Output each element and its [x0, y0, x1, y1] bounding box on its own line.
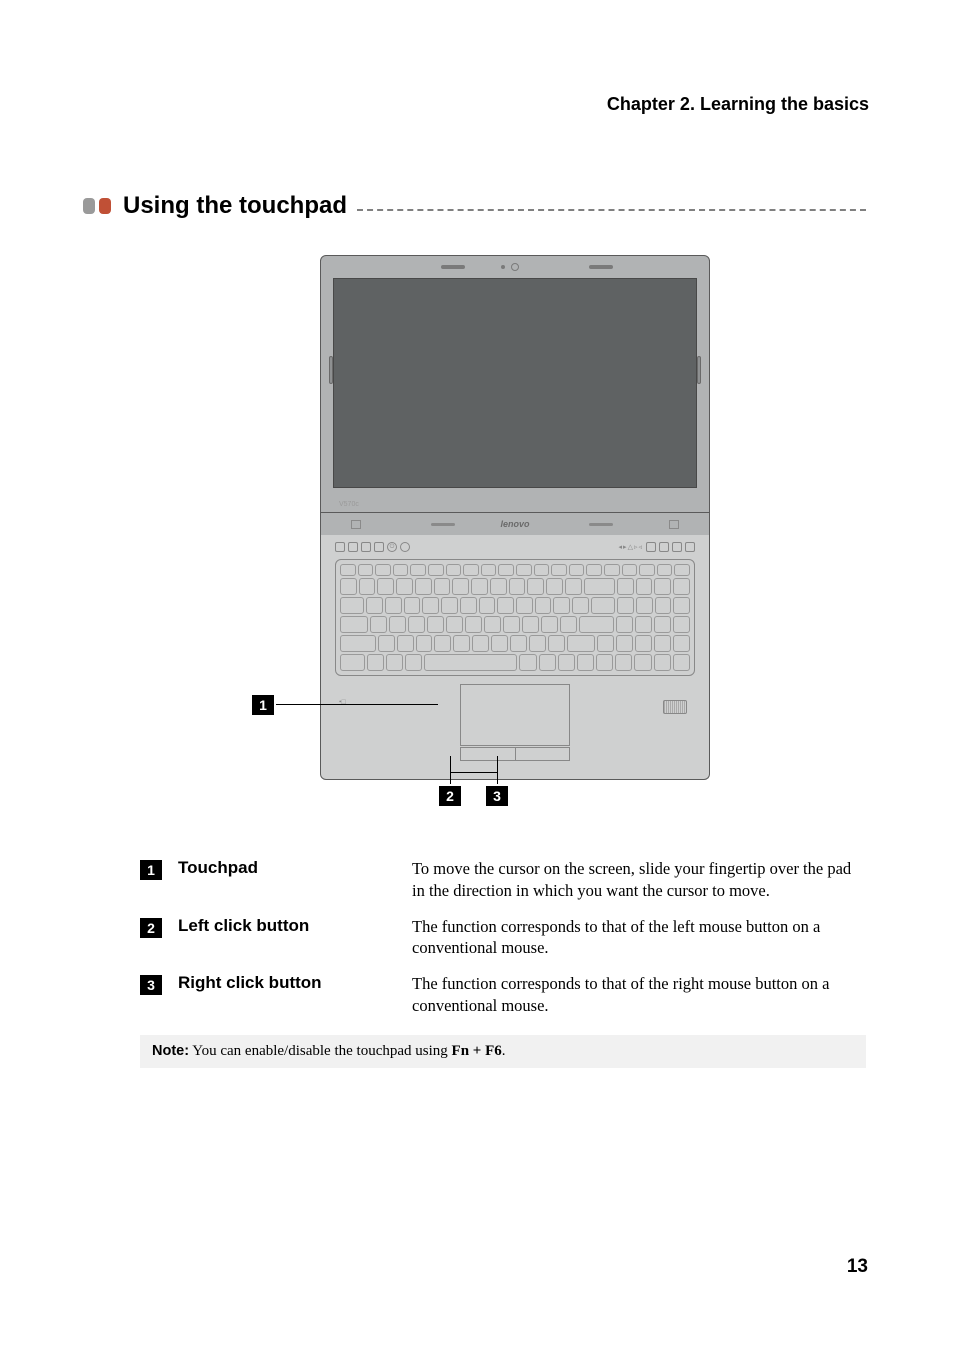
hinge-cap-left [351, 520, 361, 529]
laptop-screen [333, 278, 697, 488]
keyboard-row [340, 635, 690, 652]
fingerprint-reader-icon [663, 700, 687, 714]
definition-term: Touchpad [178, 858, 412, 878]
keyboard-row [340, 616, 690, 633]
callout-connector [450, 772, 498, 773]
indicator-icon [374, 542, 384, 552]
note-text-after: . [502, 1043, 506, 1059]
callout-badge-3: 3 [486, 786, 508, 806]
callout-badge-2: 2 [439, 786, 461, 806]
indicator-icon [672, 542, 682, 552]
section-heading-row: Using the touchpad [83, 192, 866, 220]
definition-row: 3 Right click button The function corres… [140, 973, 866, 1017]
hinge-right [697, 356, 701, 384]
keyboard-row [340, 564, 690, 576]
hinge-slot-right [589, 523, 613, 526]
keyboard-row [340, 597, 690, 614]
definition-description: To move the cursor on the screen, slide … [412, 858, 866, 902]
indicator-icon [685, 542, 695, 552]
lenovo-logo: lenovo [500, 519, 529, 529]
indicator-icon [335, 542, 345, 552]
indicator-row: ⏻ ◂▸△▹◃ [321, 535, 709, 559]
definition-list: 1 Touchpad To move the cursor on the scr… [140, 858, 866, 1031]
section-title: Using the touchpad [123, 192, 347, 220]
definition-badge: 1 [140, 860, 162, 880]
definition-row: 2 Left click button The function corresp… [140, 916, 866, 960]
callout-line-3b [497, 772, 498, 784]
callout-badge-1: 1 [252, 695, 274, 715]
indicator-icon [400, 542, 410, 552]
chapter-header: Chapter 2. Learning the basics [607, 94, 869, 115]
definition-row: 1 Touchpad To move the cursor on the scr… [140, 858, 866, 902]
note-label: Note: [152, 1043, 189, 1059]
note-shortcut: Fn + F6 [452, 1043, 502, 1059]
touchpad-left-button [460, 747, 515, 761]
power-button-icon: ⏻ [387, 542, 397, 552]
definition-description: The function corresponds to that of the … [412, 916, 866, 960]
keyboard-row [340, 578, 690, 595]
section-dash-line [357, 209, 866, 211]
laptop-illustration: V570c lenovo ⏻ ◂▸△▹◃ [320, 255, 710, 780]
model-tag: V570c [339, 501, 359, 508]
keyboard [335, 559, 695, 676]
definition-badge: 2 [140, 918, 162, 938]
bullet-grey [83, 198, 95, 214]
indicator-icon [659, 542, 669, 552]
speaker-slot-left [441, 265, 465, 269]
page-number: 13 [847, 1256, 868, 1278]
callout-line-3 [497, 756, 498, 772]
indicator-icon [361, 542, 371, 552]
bullet-orange [99, 198, 111, 214]
touchpad-surface [460, 684, 570, 746]
definition-badge: 3 [140, 975, 162, 995]
definition-term: Left click button [178, 916, 412, 936]
laptop-screen-bezel: V570c [320, 255, 710, 513]
indicator-icon [646, 542, 656, 552]
definition-term: Right click button [178, 973, 412, 993]
note-box: Note: You can enable/disable the touchpa… [140, 1035, 866, 1068]
section-bullets [83, 198, 111, 214]
palmrest: •□ [321, 676, 709, 771]
note-text: You can enable/disable the touchpad usin… [192, 1043, 451, 1059]
hinge-slot-left [431, 523, 455, 526]
camera-indicator [501, 265, 505, 269]
hinge-strip: lenovo [320, 513, 710, 535]
callout-line-2 [450, 756, 451, 772]
callout-line-1 [276, 704, 438, 705]
touchpad-buttons [460, 747, 570, 761]
hinge-cap-right [669, 520, 679, 529]
indicator-right-group: ◂▸△▹◃ [619, 542, 695, 552]
indicator-left-group: ⏻ [335, 542, 410, 552]
touchpad-right-button [515, 747, 571, 761]
status-icons: ◂▸△▹◃ [619, 543, 643, 551]
keyboard-row [340, 654, 690, 671]
camera-icon [511, 263, 519, 271]
speaker-slot-right [589, 265, 613, 269]
definition-description: The function corresponds to that of the … [412, 973, 866, 1017]
laptop-base: ⏻ ◂▸△▹◃ [320, 535, 710, 780]
callout-line-2b [450, 772, 451, 784]
indicator-icon [348, 542, 358, 552]
